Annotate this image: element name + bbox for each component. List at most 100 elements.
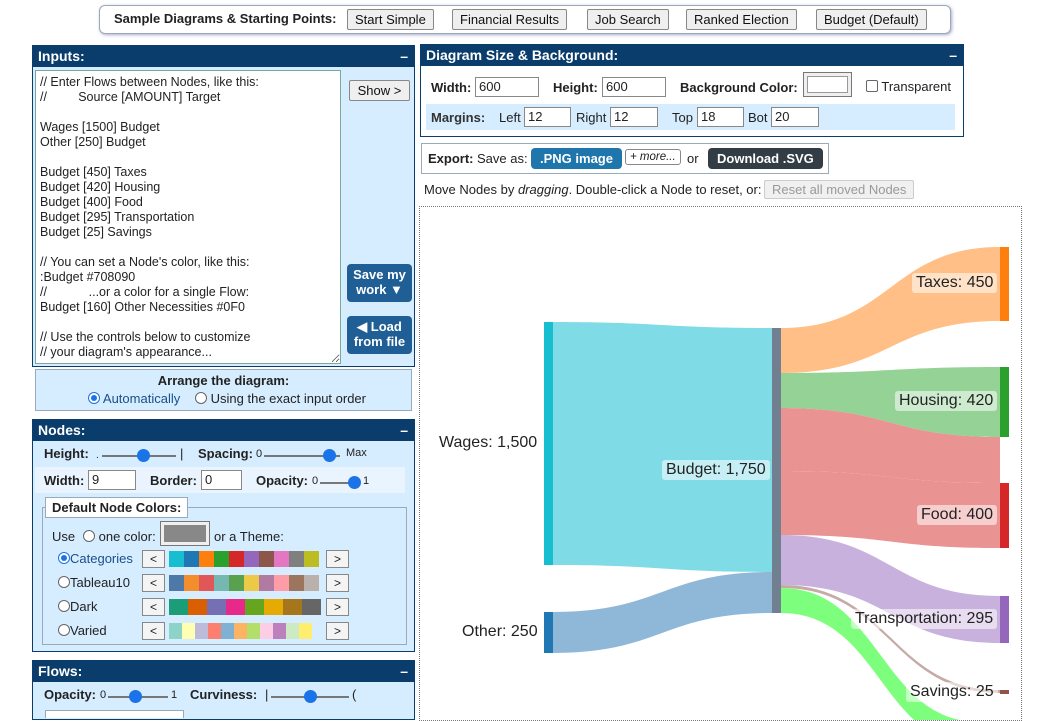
flows-input-textarea[interactable]: // Enter Flows between Nodes, like this:… [35,70,341,364]
margin-right-input[interactable]: 12 [610,107,658,127]
theme-swatch [169,599,188,615]
node-housing[interactable] [1000,367,1009,437]
theme-next-button[interactable]: > [326,622,349,640]
sample-financial-results-button[interactable]: Financial Results [452,9,567,30]
node-savings[interactable] [1000,690,1009,694]
arrange-auto-radio[interactable] [88,392,100,404]
flow-budget-food-upper[interactable] [781,408,1000,483]
node-label-other: Other: 250 [458,622,542,642]
sample-job-search-button[interactable]: Job Search [587,9,669,30]
node-opacity-slider-thumb[interactable] [348,476,362,489]
margin-left-input[interactable]: 12 [524,107,571,127]
node-border-input[interactable]: 0 [201,470,242,490]
margin-top-label: Top [672,110,693,125]
node-spacing-label: Spacing: [198,446,253,461]
theme-row-varied[interactable]: Varied [58,623,150,638]
margin-bot-input[interactable]: 20 [771,107,819,127]
theme-next-button[interactable]: > [326,574,349,592]
flow-budget-food[interactable] [781,471,1000,548]
flows-minimize-button[interactable]: – [400,663,408,679]
theme-radio-categories[interactable] [58,552,70,564]
show-button[interactable]: Show > [349,80,410,101]
flow-other-budget[interactable] [552,572,772,653]
margin-bot-label: Bot [748,110,768,125]
theme-next-button[interactable]: > [326,598,349,616]
node-taxes[interactable] [1000,247,1009,321]
node-label-transportation: Transportation: 295 [851,609,998,629]
theme-prev-button[interactable]: < [142,550,165,568]
theme-swatch [188,599,207,615]
theme-swatch [259,575,274,591]
save-as-label: Save as: [477,151,528,166]
theme-prev-button[interactable]: < [142,574,165,592]
flow-curviness-slider-thumb[interactable] [304,690,317,703]
transparent-checkbox[interactable] [866,80,878,92]
save-work-button[interactable]: Save my work ▼ [347,264,412,302]
arrange-exact-radio[interactable] [195,392,207,404]
theme-swatch [304,551,319,567]
flow-budget-other-necessities[interactable] [781,588,980,721]
size-width-input[interactable]: 600 [475,77,539,97]
node-opacity-slider[interactable] [320,476,362,489]
sample-budget-default-button[interactable]: Budget (Default) [816,9,927,30]
flow-opacity-slider[interactable] [108,690,168,703]
node-spacing-slider[interactable] [264,449,340,462]
sample-ranked-election-button[interactable]: Ranked Election [686,9,797,30]
theme-label-tableau10: Tableau10 [70,575,130,590]
sample-start-simple-button[interactable]: Start Simple [347,9,434,30]
nodes-minimize-button[interactable]: – [400,422,408,438]
nodes-panel-title: Nodes: [38,422,86,438]
theme-radio-dark[interactable] [58,600,70,612]
theme-swatches [169,599,321,615]
node-other[interactable] [544,612,553,653]
theme-next-button[interactable]: > [326,550,349,568]
node-wages[interactable] [544,322,553,565]
reset-nodes-button[interactable]: Reset all moved Nodes [764,180,915,199]
size-height-input[interactable]: 600 [602,77,666,97]
flow-budget-savings[interactable] [781,585,1000,693]
flow-curviness-slider[interactable] [271,690,349,703]
margin-top-input[interactable]: 18 [697,107,744,127]
transparent-option[interactable]: Transparent [866,79,951,94]
node-budget[interactable] [772,328,781,613]
node-spacing-slider-thumb[interactable] [322,449,336,462]
theme-swatch [259,551,274,567]
one-color-radio[interactable] [83,530,95,542]
size-minimize-button[interactable]: – [949,47,957,63]
export-png-button[interactable]: .PNG image [531,148,622,169]
node-food[interactable] [1000,483,1009,548]
margins-row-bg [426,104,955,130]
bg-color-picker[interactable] [803,72,852,97]
flow-wages-budget[interactable] [552,322,772,572]
theme-radio-tableau10[interactable] [58,576,70,588]
arrange-exact-option[interactable]: Using the exact input order [195,391,366,406]
arrange-auto-option[interactable]: Automatically [88,391,180,406]
theme-prev-button[interactable]: < [142,622,165,640]
flow-curviness-label: Curviness: [190,687,258,702]
theme-swatch [264,599,283,615]
flow-opacity-slider-thumb[interactable] [129,690,142,703]
flow-budget-housing[interactable] [781,367,1000,437]
theme-row-categories[interactable]: Categories [58,551,150,566]
one-color-picker[interactable] [160,521,210,546]
load-file-button[interactable]: ◀ Load from file [347,316,412,354]
node-label-savings: Savings: 25 [906,682,998,702]
node-width-input[interactable]: 9 [88,470,136,490]
node-opacity-label: Opacity: [256,473,309,488]
theme-swatch [302,599,321,615]
one-color-option[interactable]: one color: [83,529,156,544]
theme-prev-button[interactable]: < [142,598,165,616]
export-more-button[interactable]: + more... [625,149,681,165]
node-transportation[interactable] [1000,596,1009,643]
node-height-slider[interactable] [102,449,176,462]
node-label-taxes: Taxes: 450 [912,273,998,293]
export-svg-button[interactable]: Download .SVG [708,148,823,169]
inputs-minimize-button[interactable]: – [400,48,408,64]
theme-row-tableau10[interactable]: Tableau10 [58,575,150,590]
theme-radio-varied[interactable] [58,624,70,636]
theme-row-dark[interactable]: Dark [58,599,150,614]
export-label: Export: [428,151,474,166]
node-height-slider-thumb[interactable] [136,449,150,462]
node-height-max-tick: | [180,446,184,461]
flow-budget-taxes[interactable] [781,247,1000,373]
